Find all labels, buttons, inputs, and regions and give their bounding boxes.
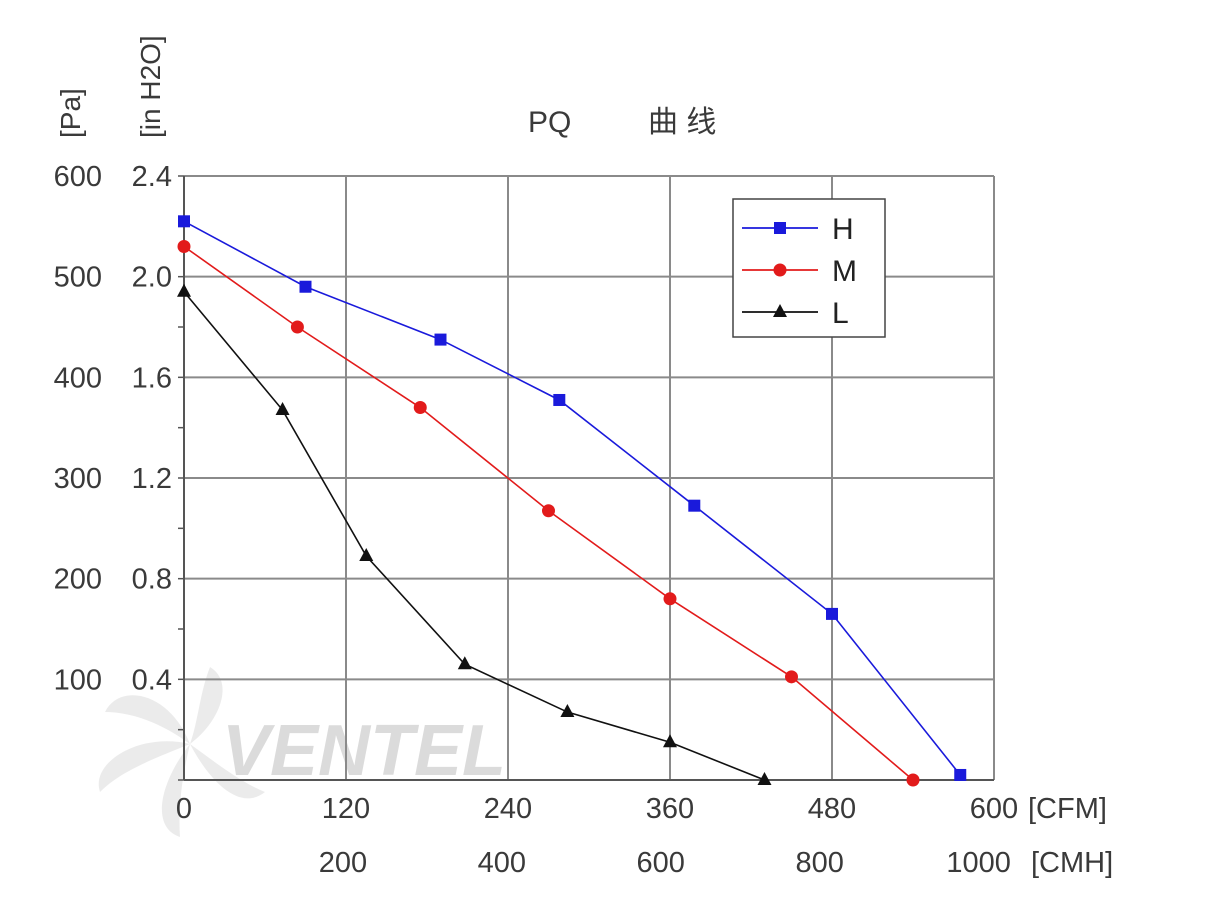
data-point-circle	[773, 263, 787, 277]
x-tick-label-cmh: 600	[637, 847, 685, 879]
chart-title-suffix: 曲 线	[648, 106, 716, 139]
data-point-square	[774, 222, 786, 234]
x-tick-label-cmh: 1000	[946, 847, 1011, 879]
data-point-triangle	[757, 772, 772, 785]
chart-title: PQ	[528, 106, 571, 139]
x-unit-cfm: [CFM]	[1028, 793, 1107, 825]
series-m	[177, 239, 920, 787]
data-point-square	[553, 393, 566, 406]
fan-watermark-icon	[98, 667, 265, 837]
data-point-square	[954, 768, 967, 781]
data-point-square	[299, 280, 312, 293]
x-tick-labels-cmh: 200 400 600 800 1000	[319, 847, 1011, 879]
x-unit-cmh: [CMH]	[1031, 847, 1113, 879]
data-point-circle	[177, 239, 191, 253]
y-tick-label-inh2o: 2.0	[132, 262, 172, 294]
data-point-circle	[413, 401, 427, 415]
y-tick-label-inh2o: 2.4	[132, 161, 172, 193]
data-point-circle	[290, 320, 304, 334]
y-tick-label-pa: 500	[54, 262, 102, 294]
legend-label: L	[832, 297, 849, 330]
data-point-triangle	[773, 304, 787, 317]
data-point-circle	[906, 773, 920, 787]
x-tick-label-cmh: 800	[795, 847, 843, 879]
x-tick-label-cfm: 600	[970, 793, 1018, 825]
data-point-square	[178, 215, 190, 228]
legend-box	[732, 198, 886, 338]
watermark-brand: VENTEL	[222, 711, 506, 791]
y-tick-label-pa: 200	[54, 564, 102, 596]
y-tick-label-inh2o: 0.8	[132, 564, 172, 596]
data-point-square	[434, 333, 447, 346]
x-tick-label-cfm: 0	[176, 793, 192, 825]
data-point-circle	[785, 670, 798, 684]
y-tick-label-pa: 600	[54, 161, 102, 193]
series-line-l	[183, 291, 765, 781]
y-unit-pa: [Pa]	[55, 88, 86, 138]
series-l	[177, 283, 772, 785]
y-tick-label-inh2o: 1.2	[132, 463, 172, 495]
y-unit-inh2o: [in H2O]	[135, 35, 166, 138]
y-tick-labels-pa: 600 500 400 300 200 100	[54, 161, 102, 696]
y-tick-label-pa: 400	[54, 362, 102, 394]
data-point-square	[826, 607, 838, 620]
legend-item-m: M	[742, 255, 857, 288]
data-point-circle	[663, 592, 677, 606]
data-point-triangle	[663, 734, 677, 748]
ventel-watermark: VENTEL	[98, 667, 506, 837]
x-tick-label-cfm: 240	[484, 793, 532, 825]
data-point-triangle	[359, 548, 374, 562]
data-point-triangle	[275, 402, 290, 416]
data-point-triangle	[560, 704, 575, 718]
data-point-triangle	[457, 656, 472, 670]
y-tick-label-inh2o: 1.6	[132, 362, 172, 394]
x-tick-label-cmh: 400	[478, 847, 526, 879]
legend-item-l: L	[742, 297, 849, 330]
y-tick-marks	[178, 175, 184, 781]
data-point-circle	[542, 504, 555, 518]
x-tick-label-cfm: 360	[646, 793, 694, 825]
y-tick-labels-inh2o: 2.4 2.0 1.6 1.2 0.8 0.4	[132, 161, 172, 696]
legend-label: H	[832, 213, 854, 246]
legend: HML	[732, 198, 886, 338]
data-point-triangle	[177, 283, 191, 297]
y-tick-label-pa: 300	[54, 463, 102, 495]
y-tick-label-pa: 100	[54, 664, 102, 696]
x-tick-label-cfm: 120	[322, 793, 370, 825]
series-group	[177, 215, 967, 787]
x-tick-label-cfm: 480	[808, 793, 856, 825]
legend-label: M	[832, 255, 857, 288]
series-h	[178, 215, 967, 781]
y-tick-label-inh2o: 0.4	[132, 664, 172, 696]
legend-item-h: H	[742, 213, 854, 246]
data-point-square	[688, 499, 701, 512]
x-tick-label-cmh: 200	[319, 847, 367, 879]
x-tick-labels-cfm: 0 120 240 360 480 600	[176, 793, 1018, 825]
